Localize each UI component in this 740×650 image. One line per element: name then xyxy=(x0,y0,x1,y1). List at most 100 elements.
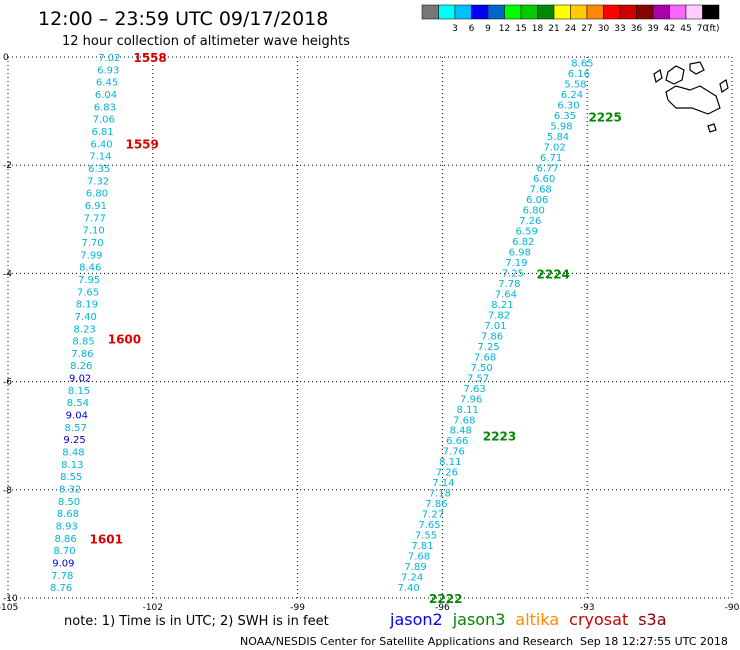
colorbar-tick-label: 30 xyxy=(598,24,610,34)
colorbar-tick-label: 42 xyxy=(664,24,675,34)
wave-height-label: 7.26 xyxy=(436,468,458,479)
wave-height-label: 7.40 xyxy=(397,583,419,594)
x-tick-label: -96 xyxy=(435,603,450,613)
y-tick-label: -2 xyxy=(3,161,12,171)
wave-height-label: 6.83 xyxy=(94,102,116,113)
colorbar-swatch xyxy=(685,4,703,20)
colorbar-unit: (ft) xyxy=(706,24,720,34)
x-tick-label: -93 xyxy=(580,603,595,613)
wave-height-label: 7.76 xyxy=(443,447,465,458)
colorbar-swatch xyxy=(438,4,456,20)
wave-height-label: 7.68 xyxy=(530,184,552,195)
satellite-label: jason2 xyxy=(389,610,443,629)
wave-height-label: 6.80 xyxy=(86,189,108,200)
wave-height-label: 8.48 xyxy=(450,426,472,437)
colorbar-swatch xyxy=(471,4,489,20)
wave-height-label: 7.65 xyxy=(418,520,440,531)
wave-height-label: 8.86 xyxy=(54,534,76,545)
colorbar-swatch xyxy=(537,4,555,20)
colorbar-swatch xyxy=(504,4,522,20)
wave-height-label: 8.21 xyxy=(491,300,513,311)
wave-height-label: 7.96 xyxy=(460,394,482,405)
wave-height-label: 7.19 xyxy=(505,258,527,269)
wave-height-label: 9.02 xyxy=(69,374,91,385)
wave-height-label: 7.40 xyxy=(75,312,97,323)
colorbar-swatch xyxy=(570,4,588,20)
colorbar-tick-label: 15 xyxy=(515,24,526,34)
time-label: 1601 xyxy=(90,532,123,546)
colorbar-tick-label: 3 xyxy=(452,24,458,34)
wave-height-label: 6.04 xyxy=(95,90,117,101)
wave-height-label: 6.45 xyxy=(96,78,118,89)
wave-height-label: 7.25 xyxy=(477,342,499,353)
wave-height-label: 6.24 xyxy=(561,90,583,101)
colorbar-swatch xyxy=(652,4,670,20)
wave-height-label: 7.57 xyxy=(467,373,489,384)
colorbar-swatch xyxy=(619,4,637,20)
wave-height-label: 7.14 xyxy=(432,478,454,489)
wave-height-label: 6.66 xyxy=(446,436,468,447)
x-tick-label: -102 xyxy=(143,603,163,613)
time-label: 2224 xyxy=(537,267,570,281)
island-outline xyxy=(665,65,685,85)
wave-height-label: 7.81 xyxy=(411,541,433,552)
wave-height-label: 7.18 xyxy=(429,489,451,500)
satellite-label: cryosat xyxy=(569,610,628,629)
wave-height-label: 6.30 xyxy=(557,100,579,111)
plot-area: 7.026.936.456.046.837.066.816.407.146.35… xyxy=(50,51,622,606)
wave-height-label: 8.26 xyxy=(70,361,92,372)
time-label: 1558 xyxy=(133,51,166,65)
wave-height-label: 7.02 xyxy=(98,53,120,64)
wave-height-label: 8.19 xyxy=(76,300,98,311)
x-tick-label: -99 xyxy=(290,603,305,613)
wave-height-label: 5.84 xyxy=(547,132,569,143)
wave-height-label: 7.26 xyxy=(519,216,541,227)
colorbar-tick-label: 33 xyxy=(614,24,625,34)
wave-height-label: 6.35 xyxy=(88,164,110,175)
wave-height-label: 7.86 xyxy=(71,349,93,360)
wave-height-label: 6.71 xyxy=(540,153,562,164)
y-tick-label: -10 xyxy=(3,594,18,604)
chart-title: 12:00 – 23:59 UTC 09/17/2018 xyxy=(38,8,328,30)
colorbar-swatch xyxy=(553,4,571,20)
wave-height-label: 7.14 xyxy=(89,152,111,163)
wave-height-label: 8.48 xyxy=(62,448,84,459)
wave-height-label: 7.32 xyxy=(87,176,109,187)
colorbar-tick-label: 6 xyxy=(469,24,475,34)
wave-height-label: 5.98 xyxy=(550,121,572,132)
chart-subtitle: 12 hour collection of altimeter wave hei… xyxy=(62,34,350,49)
wave-height-label: 5.58 xyxy=(564,79,586,90)
wave-height-label: 8.11 xyxy=(457,405,479,416)
colorbar-tick-label: 70 xyxy=(697,24,709,34)
wave-height-label: 6.40 xyxy=(90,139,112,150)
colorbar-swatch xyxy=(603,4,621,20)
wave-height-label: 7.95 xyxy=(78,275,100,286)
wave-height-label: 7.50 xyxy=(470,363,492,374)
wave-height-label: 8.65 xyxy=(571,58,593,69)
footer-credit: NOAA/NESDIS Center for Satellite Applica… xyxy=(240,635,573,648)
satellite-label: jason3 xyxy=(452,610,506,629)
colorbar-tick-label: 21 xyxy=(548,24,559,34)
wave-height-label: 8.46 xyxy=(79,263,101,274)
wave-height-label: 8.23 xyxy=(74,324,96,335)
wave-height-label: 8.85 xyxy=(72,337,94,348)
wave-height-label: 7.25 xyxy=(502,268,524,279)
wave-height-label: 8.50 xyxy=(58,497,80,508)
wave-height-label: 7.99 xyxy=(80,250,102,261)
wave-height-label: 8.54 xyxy=(67,398,89,409)
wave-height-label: 7.64 xyxy=(495,289,517,300)
wave-height-label: 8.11 xyxy=(439,457,461,468)
wave-height-label: 6.81 xyxy=(91,127,113,138)
wave-height-label: 6.91 xyxy=(85,201,107,212)
wave-height-label: 8.57 xyxy=(65,423,87,434)
wave-height-label: 8.93 xyxy=(56,522,78,533)
wave-height-label: 8.55 xyxy=(60,472,82,483)
wave-height-label: 7.78 xyxy=(498,279,520,290)
island-outline xyxy=(707,123,717,133)
colorbar-swatch xyxy=(636,4,654,20)
wave-height-label: 7.68 xyxy=(408,552,430,563)
colorbar-tick-label: 18 xyxy=(532,24,544,34)
wave-height-label: 6.06 xyxy=(526,195,548,206)
wave-height-label: 7.02 xyxy=(543,142,565,153)
